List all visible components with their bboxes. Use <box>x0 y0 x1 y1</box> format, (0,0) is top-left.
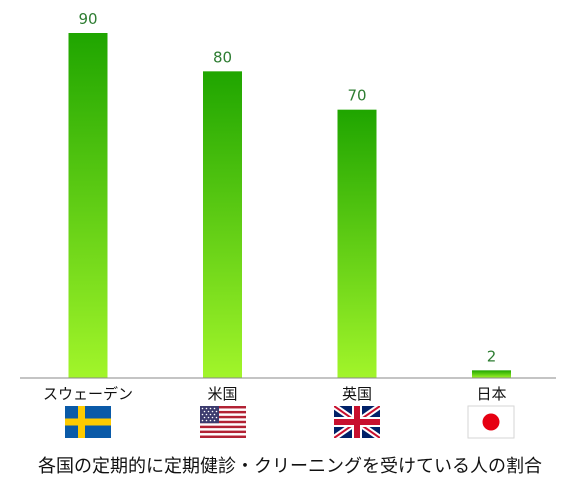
bar-chart: 90 80 70 2 スウェーデン 米国 英国 日本 <box>20 10 556 439</box>
bar-value-label-1: 80 <box>213 48 232 66</box>
bar-value-label-3: 2 <box>487 347 497 365</box>
bar-1 <box>203 71 242 378</box>
category-label-1: 米国 <box>207 385 237 403</box>
category-label-2: 英国 <box>342 385 372 403</box>
flag-uk-icon <box>334 406 380 438</box>
flag-japan-icon <box>467 405 515 439</box>
bar-2 <box>337 109 377 379</box>
category-label-3: 日本 <box>476 385 506 403</box>
bars-group <box>68 33 511 379</box>
bar-0 <box>68 33 108 378</box>
category-labels-group: スウェーデン 米国 英国 日本 <box>43 385 507 403</box>
flags-group <box>65 405 515 439</box>
bar-value-label-0: 90 <box>78 10 97 28</box>
value-labels-group: 90 80 70 2 <box>78 10 496 365</box>
flag-usa-icon <box>200 406 246 438</box>
bar-3 <box>472 370 511 378</box>
chart-title: 各国の定期的に定期健診・クリーニングを受けている人の割合 <box>38 456 542 477</box>
category-label-0: スウェーデン <box>43 385 133 403</box>
bar-value-label-2: 70 <box>347 87 366 105</box>
flag-sweden-icon <box>65 406 111 438</box>
